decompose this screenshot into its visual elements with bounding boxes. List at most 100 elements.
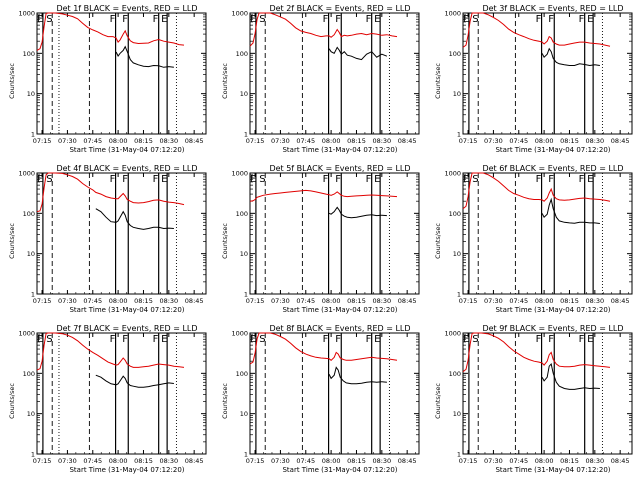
y-tick-label: 10 xyxy=(27,90,35,98)
x-tick-label: 07:45 xyxy=(509,457,528,465)
x-tick-label: 08:00 xyxy=(322,137,341,145)
x-tick-label: 07:45 xyxy=(296,457,315,465)
x-tick-label: 07:15 xyxy=(246,297,265,305)
x-tick-label: 07:15 xyxy=(459,457,478,465)
marker-label: F xyxy=(548,174,554,185)
y-tick-label: 100 xyxy=(236,370,248,378)
y-tick-label: 100 xyxy=(449,370,461,378)
y-tick-label: 1 xyxy=(31,291,35,299)
x-tick-label: 08:15 xyxy=(347,137,366,145)
marker-label: E xyxy=(37,174,43,185)
marker-label: F xyxy=(366,334,372,345)
x-tick-label: 07:15 xyxy=(33,297,52,305)
x-tick-label: 07:30 xyxy=(271,137,290,145)
x-tick-label: 08:30 xyxy=(372,137,391,145)
panel-title: Det 9f BLACK = Events, RED = LLD xyxy=(482,324,623,333)
y-tick-label: 1000 xyxy=(444,170,461,178)
x-axis-label: Start Time (31-May-04 07:12:20) xyxy=(69,466,184,474)
x-tick-label: 07:30 xyxy=(271,297,290,305)
panel-det-8f: Det 8f BLACK = Events, RED = LLD Counts/… xyxy=(221,324,420,474)
y-axis-label: Counts/sec xyxy=(8,223,16,259)
x-tick-label: 07:30 xyxy=(484,137,503,145)
marker-label: F xyxy=(153,334,159,345)
marker-label: F xyxy=(153,14,159,25)
y-tick-label: 1 xyxy=(457,131,461,139)
marker-label: F xyxy=(548,334,554,345)
x-tick-label: 07:45 xyxy=(509,297,528,305)
x-tick-label: 08:15 xyxy=(560,297,579,305)
events-series-line xyxy=(541,362,600,390)
marker-label: F xyxy=(366,14,372,25)
y-tick-label: 1 xyxy=(244,291,248,299)
plot-frame xyxy=(36,12,207,135)
marker-label: S xyxy=(46,334,52,345)
plot-frame xyxy=(36,332,207,455)
panel-title: Det 3f BLACK = Events, RED = LLD xyxy=(482,4,623,13)
x-tick-label: 08:45 xyxy=(398,297,417,305)
y-tick-label: 10 xyxy=(27,410,35,418)
y-axis-label: Counts/sec xyxy=(221,383,229,419)
events-series-line xyxy=(328,366,387,385)
marker-label: F xyxy=(579,174,585,185)
x-tick-label: 08:00 xyxy=(535,457,554,465)
marker-label: S xyxy=(472,334,478,345)
marker-label: F xyxy=(122,174,128,185)
y-axis-label: Counts/sec xyxy=(8,63,16,99)
marker-label: F xyxy=(579,334,585,345)
x-tick-label: 08:30 xyxy=(159,137,178,145)
x-tick-label: 08:45 xyxy=(611,137,630,145)
x-tick-label: 07:30 xyxy=(484,297,503,305)
marker-label: F xyxy=(323,334,329,345)
panel-title: Det 1f BLACK = Events, RED = LLD xyxy=(56,4,197,13)
lld-series-line xyxy=(462,172,611,210)
x-tick-label: 08:45 xyxy=(185,137,204,145)
x-tick-label: 08:45 xyxy=(185,457,204,465)
y-tick-label: 100 xyxy=(449,50,461,58)
marker-label: E xyxy=(250,174,256,185)
x-tick-label: 08:00 xyxy=(535,137,554,145)
panel-det-4f: Det 4f BLACK = Events, RED = LLD Counts/… xyxy=(8,164,207,314)
events-series-line xyxy=(541,47,600,67)
y-tick-label: 10 xyxy=(240,410,248,418)
x-tick-label: 08:30 xyxy=(585,297,604,305)
y-tick-label: 1 xyxy=(244,131,248,139)
y-tick-label: 10 xyxy=(453,410,461,418)
panel-det-3f: Det 3f BLACK = Events, RED = LLD Counts/… xyxy=(434,4,633,154)
y-tick-label: 10 xyxy=(453,250,461,258)
y-tick-label: 1 xyxy=(31,131,35,139)
y-tick-label: 1 xyxy=(457,291,461,299)
y-tick-label: 1000 xyxy=(18,10,35,18)
panel-title: Det 4f BLACK = Events, RED = LLD xyxy=(56,164,197,173)
x-tick-label: 08:45 xyxy=(611,297,630,305)
x-tick-label: 08:45 xyxy=(185,297,204,305)
marker-label: F xyxy=(153,174,159,185)
plot-frame xyxy=(462,332,633,455)
x-tick-label: 07:30 xyxy=(271,457,290,465)
marker-label: E xyxy=(374,334,380,345)
y-tick-label: 1000 xyxy=(231,330,248,338)
y-tick-label: 1000 xyxy=(231,10,248,18)
x-tick-label: 08:00 xyxy=(109,137,128,145)
marker-label: F xyxy=(110,174,116,185)
marker-label: E xyxy=(37,14,43,25)
x-tick-label: 07:45 xyxy=(296,297,315,305)
panel-det-7f: Det 7f BLACK = Events, RED = LLD Counts/… xyxy=(8,324,207,474)
x-axis-label: Start Time (31-May-04 07:12:20) xyxy=(69,306,184,314)
x-tick-label: 08:30 xyxy=(159,457,178,465)
y-tick-label: 100 xyxy=(23,50,35,58)
marker-label: E xyxy=(587,14,593,25)
marker-label: E xyxy=(374,174,380,185)
x-tick-label: 08:00 xyxy=(322,457,341,465)
y-tick-label: 1 xyxy=(457,451,461,459)
marker-label: F xyxy=(122,334,128,345)
lld-series-line xyxy=(36,332,185,371)
marker-label: S xyxy=(46,174,52,185)
marker-label: E xyxy=(463,174,469,185)
lld-series-line xyxy=(36,172,185,213)
marker-label: F xyxy=(536,174,542,185)
x-tick-label: 07:15 xyxy=(246,137,265,145)
marker-label: F xyxy=(323,174,329,185)
x-tick-label: 08:15 xyxy=(560,457,579,465)
x-axis-label: Start Time (31-May-04 07:12:20) xyxy=(282,466,397,474)
y-tick-label: 1000 xyxy=(18,330,35,338)
